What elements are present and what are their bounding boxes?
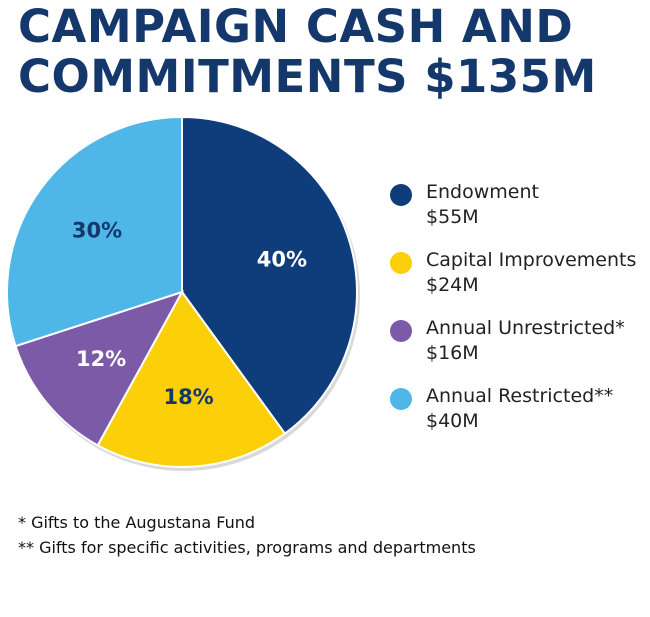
pie-slice-capital-improvements	[96, 290, 287, 468]
pie-slice-annual-restricted	[6, 115, 183, 348]
legend-item-endowment: Endowment $55M	[390, 180, 645, 248]
legend-swatch-endowment	[390, 184, 412, 206]
legend-label-capital-improvements: Capital Improvements	[426, 249, 637, 271]
pie-chart: 40% 18% 12% 30%	[6, 115, 360, 471]
pie-label-endowment: 40%	[257, 248, 307, 272]
pie-slice-endowment	[181, 115, 358, 435]
legend-amount-annual-restricted: $40M	[426, 410, 479, 432]
chart-title-line-1: CAMPAIGN CASH AND	[18, 0, 574, 53]
pie-slice-annual-unrestricted	[14, 290, 185, 447]
footnotes: * Gifts to the Augustana Fund ** Gifts f…	[18, 510, 638, 560]
legend-amount-capital-improvements: $24M	[426, 274, 479, 296]
legend-label-endowment: Endowment	[426, 181, 539, 203]
chart-title: CAMPAIGN CASH AND COMMITMENTS $135M	[18, 2, 638, 102]
legend-item-capital-improvements: Capital Improvements $24M	[390, 248, 645, 316]
footnote-2: ** Gifts for specific activities, progra…	[18, 538, 476, 557]
legend-amount-endowment: $55M	[426, 206, 479, 228]
legend-label-annual-restricted: Annual Restricted**	[426, 385, 614, 407]
pie-label-annual-unrestricted: 12%	[76, 347, 126, 371]
pie-label-capital-improvements: 18%	[163, 385, 213, 409]
legend-swatch-capital-improvements	[390, 252, 412, 274]
legend-label-annual-unrestricted: Annual Unrestricted*	[426, 317, 625, 339]
footnote-1: * Gifts to the Augustana Fund	[18, 513, 256, 532]
legend-item-annual-unrestricted: Annual Unrestricted* $16M	[390, 316, 645, 384]
legend-amount-annual-unrestricted: $16M	[426, 342, 479, 364]
legend-swatch-annual-restricted	[390, 388, 412, 410]
legend-item-annual-restricted: Annual Restricted** $40M	[390, 384, 645, 452]
pie-label-annual-restricted: 30%	[72, 218, 122, 242]
chart-title-line-2: COMMITMENTS $135M	[18, 50, 597, 103]
legend-swatch-annual-unrestricted	[390, 320, 412, 342]
legend: Endowment $55M Capital Improvements $24M…	[390, 180, 645, 452]
